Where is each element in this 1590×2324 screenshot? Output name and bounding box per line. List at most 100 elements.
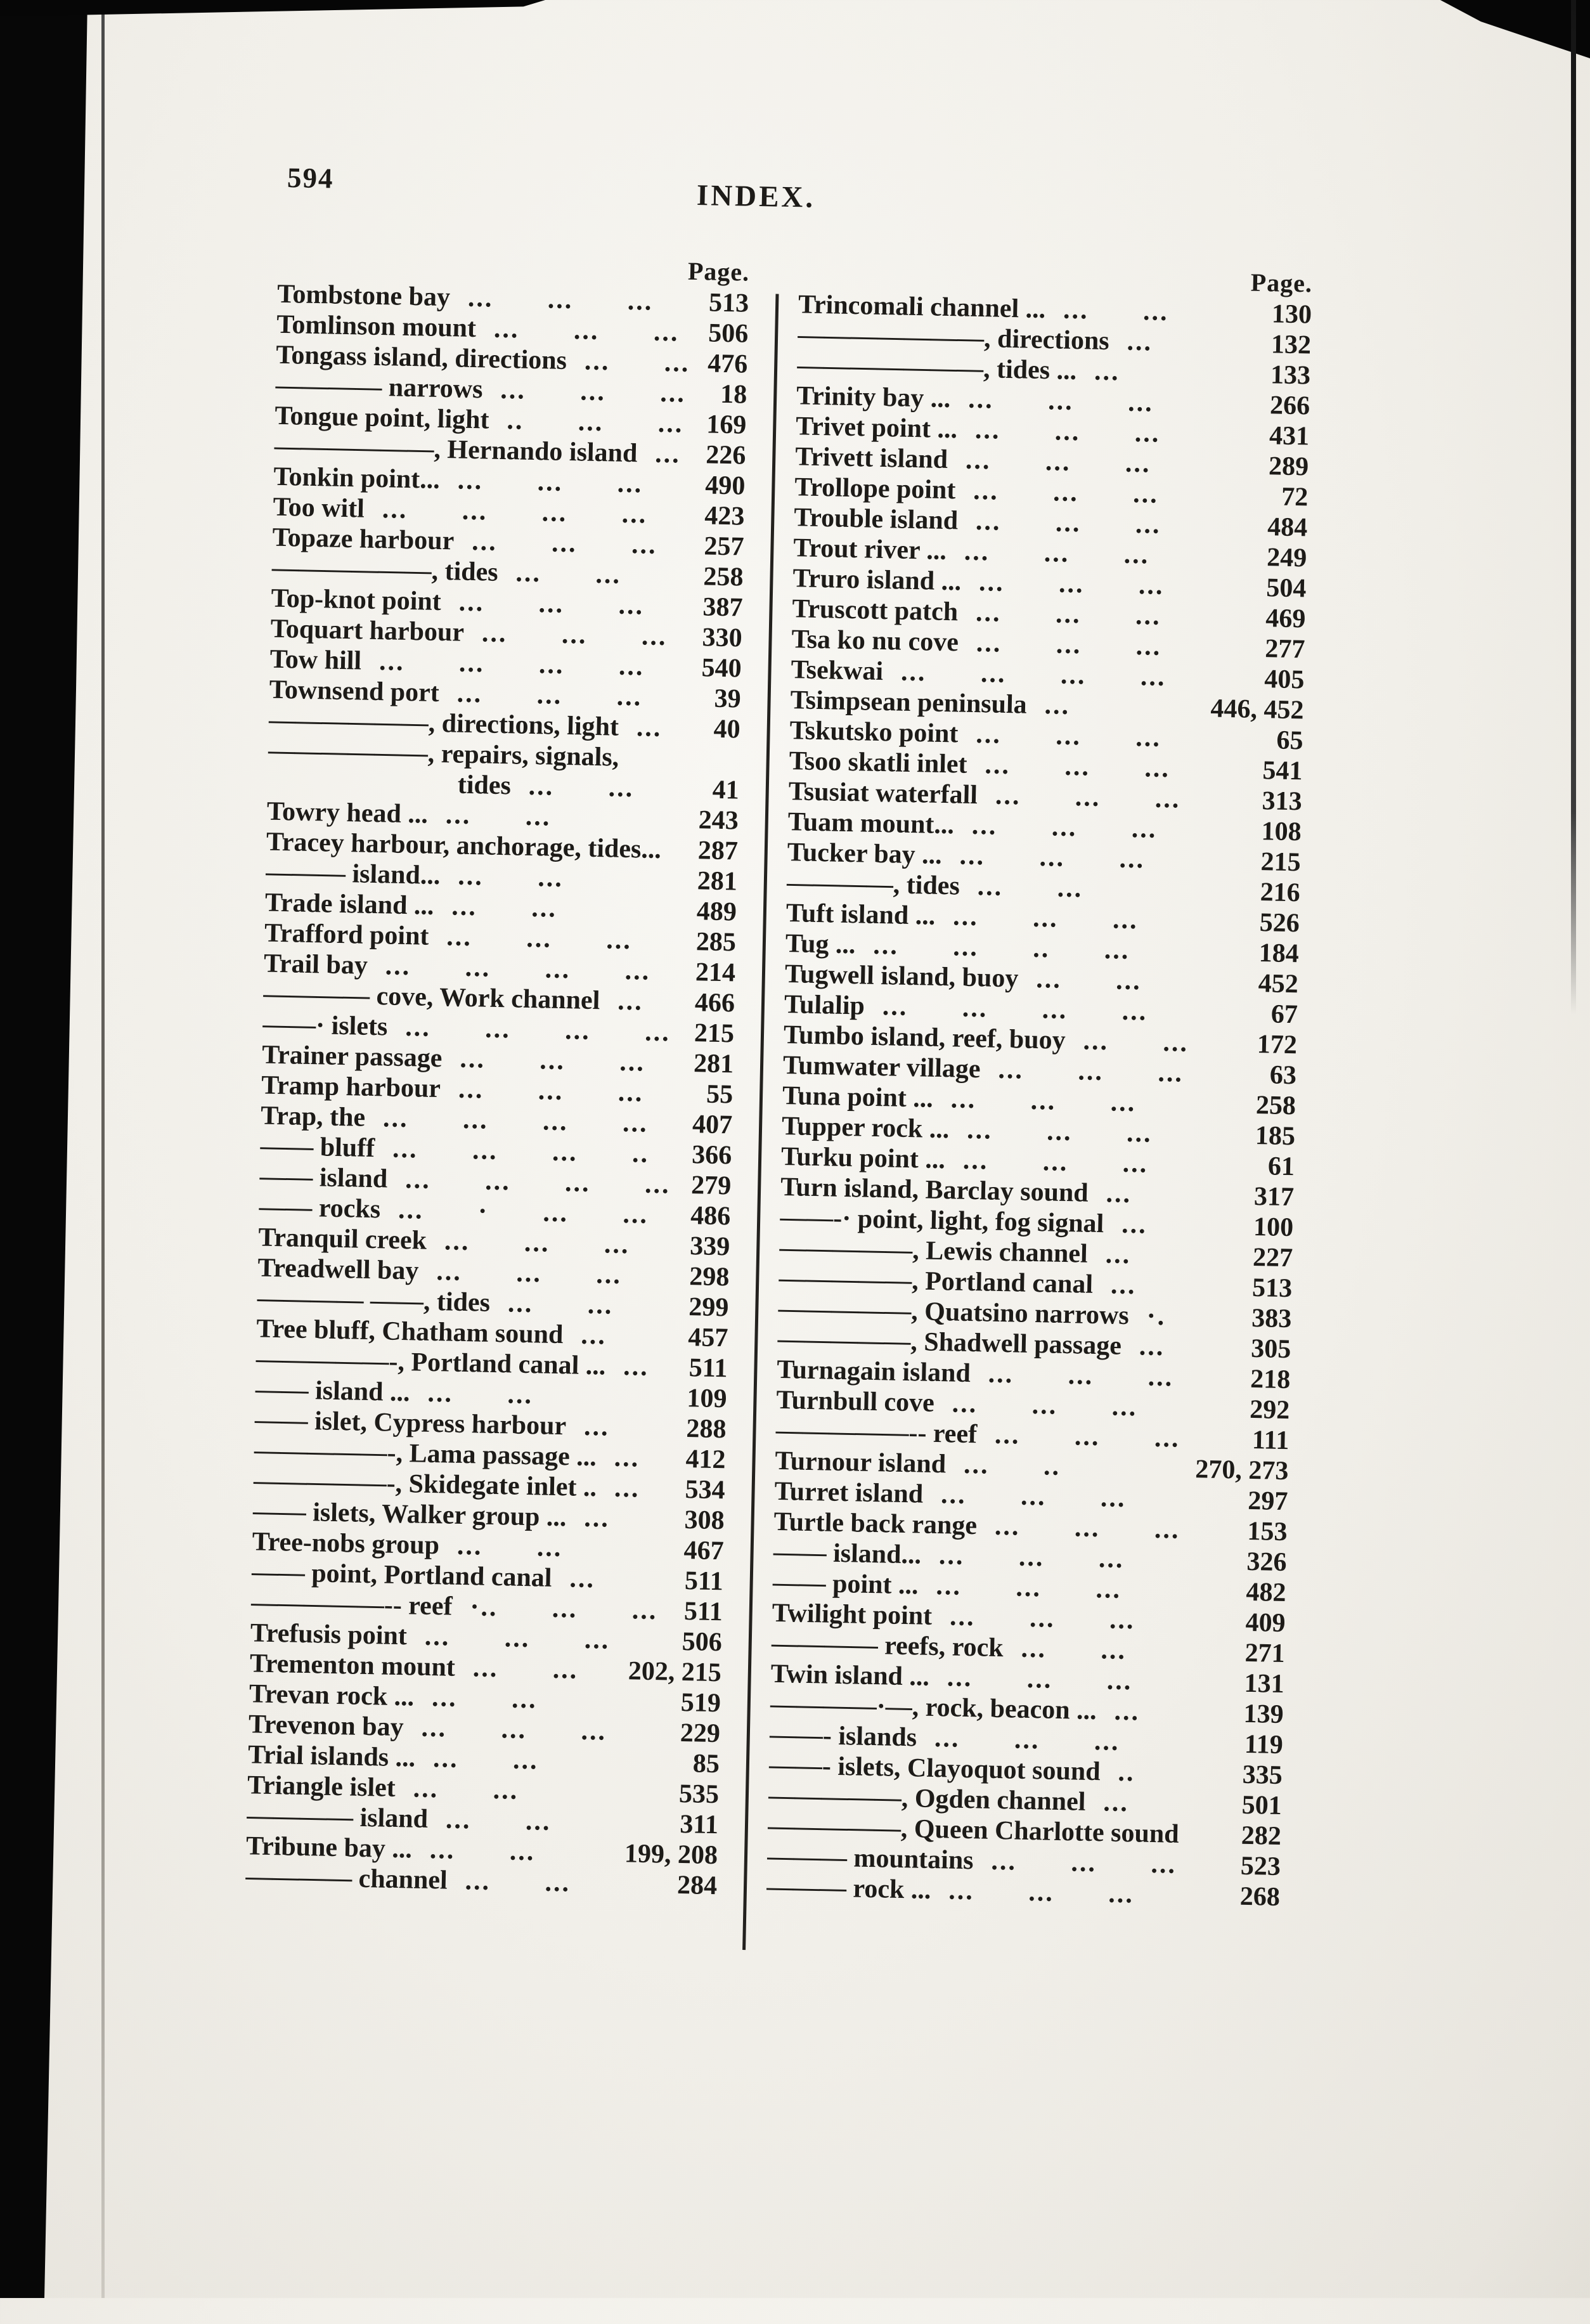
- entry-label: ———————, tides ...: [796, 351, 1077, 386]
- leader-dots: ... ...: [431, 1683, 538, 1715]
- entry-page-number: 308: [684, 1505, 725, 1536]
- entry-page-number: 535: [678, 1779, 720, 1810]
- entry-label: Turnour island: [775, 1446, 947, 1479]
- entry-page-number: 506: [682, 1626, 723, 1658]
- leader-dots: ... ...: [584, 346, 690, 378]
- leader-dots: ...: [1044, 691, 1071, 720]
- entry-page-number: 284: [676, 1870, 718, 1901]
- entry-page-number: 40: [713, 714, 741, 744]
- leader-dots: ... ...: [1083, 1026, 1189, 1058]
- leader-dots: ... ...: [445, 800, 552, 832]
- entry-page-number: 249: [1266, 543, 1307, 573]
- entry-label: ——— rock ...: [766, 1872, 931, 1905]
- entry-label: Turnbull cove: [776, 1385, 935, 1418]
- entry-page-number: 268: [1239, 1881, 1281, 1912]
- entry-page-number: 67: [1270, 999, 1298, 1030]
- entry-label: Tombstone bay: [276, 279, 451, 313]
- page-crease-line: [101, 0, 105, 2298]
- entry-page-number: 490: [704, 471, 746, 501]
- leader-dots: ...: [1102, 1788, 1130, 1818]
- leader-dots: ·.. ... ...: [469, 1592, 658, 1626]
- leader-dots: [619, 766, 740, 769]
- leader-dots: ...: [1110, 1270, 1137, 1301]
- entry-label: Trial islands ...: [247, 1740, 416, 1773]
- entry-label: ———— ——, tides: [257, 1283, 491, 1318]
- entry-page-number: 119: [1244, 1729, 1284, 1760]
- entry-page-number: 292: [1249, 1394, 1290, 1425]
- leader-dots: ... ... ...: [948, 1876, 1135, 1909]
- entry-label: Tuam mount...: [787, 807, 955, 840]
- entry-label: Tsoo skatli inlet: [789, 746, 967, 779]
- entry-page-number: 215: [1260, 847, 1302, 878]
- leader-dots: ... ...: [432, 1744, 540, 1775]
- entry-label: Tree-nobs group: [252, 1527, 440, 1561]
- entry-page-number: 298: [688, 1262, 730, 1292]
- entry-label: Trafford point: [264, 918, 429, 951]
- entry-page-number: 534: [685, 1475, 726, 1505]
- entry-label: Turku point ...: [780, 1141, 946, 1175]
- entry-label: ——— island...: [265, 857, 441, 891]
- leader-dots: [1179, 1843, 1241, 1844]
- entry-label: Topaze harbour: [272, 523, 455, 556]
- entry-page-number: 63: [1269, 1060, 1297, 1091]
- leader-dots: ·.: [1146, 1301, 1167, 1332]
- entry-label: —————-- reef: [775, 1415, 978, 1450]
- entry-page-number: 489: [696, 897, 737, 927]
- leader-dots: ..: [1118, 1757, 1136, 1788]
- entry-label: Trout river ...: [792, 533, 947, 566]
- entry-label: Twin island ...: [770, 1659, 930, 1692]
- entry-label: —— point ...: [772, 1568, 919, 1600]
- leader-dots: ... ...: [451, 892, 558, 923]
- leader-dots: ... ...: [507, 1289, 614, 1320]
- entry-label: Trevan rock ...: [249, 1679, 415, 1712]
- entry-page-number: 330: [702, 623, 743, 653]
- entry-label: Tsa ko nu cove: [791, 625, 959, 658]
- entry-label: ———— reefs, rock: [771, 1628, 1004, 1663]
- leader-dots: ... ... ...: [436, 1257, 623, 1290]
- entry-page-number: 109: [687, 1384, 727, 1414]
- leader-dots: ... ...: [1035, 964, 1142, 996]
- entry-page-number: 383: [1251, 1303, 1292, 1334]
- entry-page-number: 412: [685, 1444, 727, 1475]
- entry-label: Turret island: [774, 1476, 924, 1509]
- leader-dots: ... ...: [445, 1805, 552, 1836]
- folio-number: 594: [287, 162, 334, 195]
- entry-page-number: 482: [1246, 1577, 1286, 1608]
- entry-page-number: 226: [705, 440, 746, 471]
- entry-label: Triangle islet: [247, 1770, 396, 1803]
- entry-label: Tuna point ...: [782, 1081, 934, 1113]
- entry-label: Trinity bay ...: [796, 381, 951, 414]
- leader-dots: ...: [1114, 1696, 1141, 1727]
- entry-label: Tsusiat waterfall: [788, 777, 978, 810]
- entry-page-number: 501: [1241, 1790, 1283, 1821]
- entry-page-number: 540: [701, 653, 742, 684]
- entry-page-number: 523: [1240, 1851, 1281, 1882]
- entry-label: Trainer passage: [261, 1040, 443, 1074]
- entry-page-number: 313: [1262, 786, 1303, 817]
- index-left-column: Page. Tombstone bay... ... ... 513 Tomlins…: [245, 247, 750, 1901]
- entry-label: Trouble island: [793, 503, 959, 536]
- entry-label: ——- islands: [769, 1720, 917, 1753]
- entry-page-number: 216: [1260, 878, 1301, 908]
- leader-dots: ... ...: [1021, 1633, 1127, 1666]
- entry-page-number: 476: [707, 349, 748, 379]
- leader-dots: ... ... ...: [456, 678, 643, 712]
- entry-label: Tulalip: [784, 990, 865, 1021]
- leader-dots: ... ... ...: [444, 1226, 630, 1260]
- leader-dots: ... ... ...: [493, 314, 680, 347]
- entry-page-number: 111: [1251, 1425, 1289, 1456]
- entry-page-number: 279: [690, 1171, 732, 1201]
- page-title: INDEX.: [696, 179, 816, 214]
- entry-label: Tranquil creek: [257, 1223, 427, 1256]
- leader-dots: ...: [569, 1564, 596, 1594]
- entry-page-number: 282: [1241, 1821, 1282, 1852]
- leader-dots: ...: [1121, 1209, 1148, 1240]
- entry-page-number: 243: [698, 805, 739, 836]
- entry-page-number: 184: [1258, 938, 1300, 969]
- entry-page-number: 297: [1247, 1486, 1288, 1517]
- entry-page-number: 511: [688, 1353, 728, 1384]
- entry-label: Tuft island ...: [785, 899, 936, 931]
- entry-page-number: 423: [704, 501, 745, 531]
- entry-label: Trivet point ...: [795, 412, 958, 445]
- entry-label: Truscott patch: [792, 594, 959, 627]
